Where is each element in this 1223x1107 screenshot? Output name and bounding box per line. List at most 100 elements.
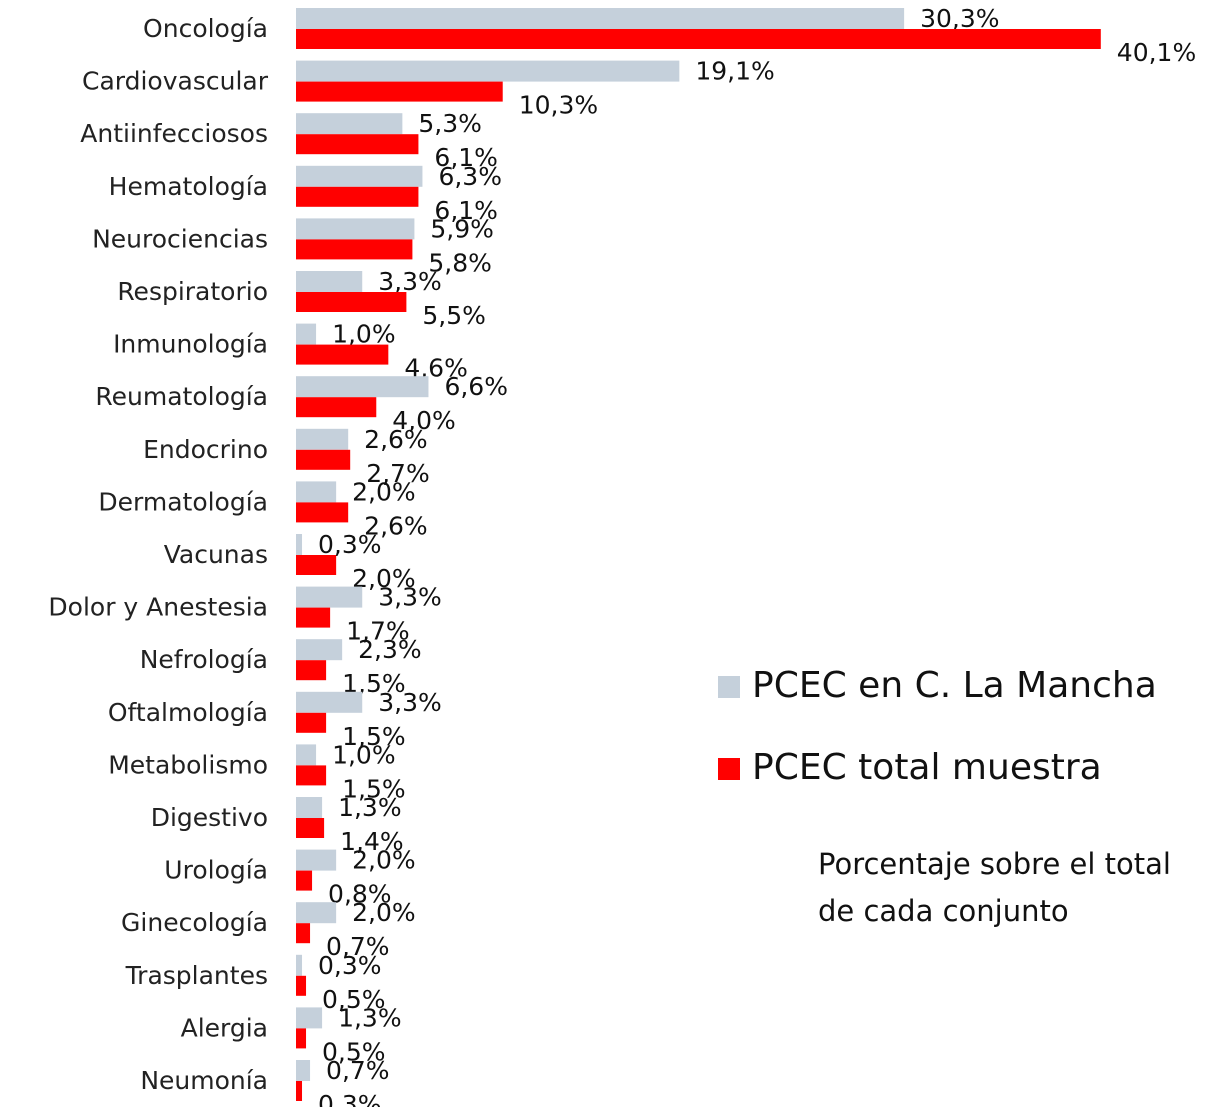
legend-label: PCEC total muestra [752, 747, 1102, 788]
value-label: 1,4% [340, 827, 404, 856]
bar [296, 134, 419, 155]
category-label: Dermatología [98, 487, 268, 516]
bar [296, 344, 389, 365]
bar [296, 870, 313, 891]
bar [296, 1028, 307, 1049]
category-label: Respiratorio [117, 277, 268, 306]
value-label: 30,3% [920, 4, 999, 33]
value-label: 0,5% [322, 1037, 386, 1066]
value-label: 4,0% [392, 406, 456, 435]
bar [296, 975, 307, 996]
value-label: 19,1% [695, 57, 774, 86]
bar [296, 1060, 311, 1081]
bar [296, 586, 363, 608]
value-label: 5,8% [428, 248, 492, 277]
bar [296, 397, 377, 418]
category-label: Reumatología [95, 382, 268, 411]
bar [296, 481, 337, 503]
bar [296, 534, 303, 555]
bar [296, 1007, 323, 1029]
category-label: Urología [164, 856, 268, 885]
bar [296, 239, 413, 260]
value-label: 0,3% [318, 951, 382, 980]
category-label: Oftalmología [108, 698, 268, 727]
bar [296, 1081, 303, 1101]
category-label: Dolor y Anestesia [48, 593, 268, 622]
bar [296, 660, 327, 681]
bar [296, 323, 317, 345]
bar [296, 555, 337, 575]
category-label: Ginecología [121, 908, 268, 937]
value-label: 1,5% [342, 722, 406, 751]
bar [296, 712, 327, 733]
category-label: Cardiovascular [82, 67, 269, 96]
value-label: 10,3% [519, 91, 598, 120]
value-label: 1,5% [342, 774, 406, 803]
value-label: 6,1% [434, 143, 498, 172]
value-label: 6,6% [444, 372, 508, 401]
category-label: Vacunas [164, 540, 268, 569]
value-label: 2,0% [352, 477, 416, 506]
value-label: 0,7% [326, 1056, 390, 1085]
category-label: Inmunología [113, 330, 268, 359]
category-label: Neurociencias [92, 224, 268, 253]
value-label: 5,5% [422, 301, 486, 330]
bar [296, 218, 415, 240]
bar [296, 29, 1101, 49]
bar [296, 902, 337, 924]
value-label: 3,3% [378, 267, 442, 296]
value-label: 5,3% [418, 109, 482, 138]
bar [296, 81, 503, 102]
value-label: 1,3% [338, 793, 402, 822]
category-label: Hematología [109, 172, 268, 201]
bar [296, 449, 351, 470]
category-label: Alergia [181, 1013, 268, 1042]
category-label: Metabolismo [108, 750, 268, 779]
bar [296, 954, 303, 976]
value-label: 2,0% [352, 564, 416, 593]
annotation: Porcentaje sobre el total [818, 847, 1171, 881]
value-label: 2,0% [352, 898, 416, 927]
value-label: 0,8% [328, 880, 392, 909]
bar [296, 849, 337, 871]
value-label: 3,3% [378, 583, 442, 612]
bar [296, 8, 905, 29]
bar [296, 797, 323, 818]
bar [296, 292, 407, 312]
category-label: Oncología [143, 14, 268, 43]
bar [296, 607, 331, 628]
value-label: 0,7% [326, 932, 390, 961]
bar [296, 165, 423, 187]
legend-swatch [718, 758, 740, 780]
value-label: 2,6% [364, 425, 428, 454]
value-label: 0,3% [318, 1090, 382, 1107]
category-label: Trasplantes [125, 961, 268, 990]
bar [296, 428, 349, 450]
category-label: Endocrino [143, 435, 268, 464]
category-label: Nefrología [140, 645, 268, 674]
bar [296, 923, 311, 944]
bar [296, 60, 680, 82]
value-label: 1,0% [332, 320, 396, 349]
value-label: 2,6% [364, 511, 428, 540]
value-label: 5,9% [430, 214, 494, 243]
bar [296, 186, 419, 207]
value-label: 2,7% [366, 459, 430, 488]
bar [296, 744, 317, 766]
value-label: 6,3% [438, 162, 502, 191]
bar [296, 691, 363, 713]
bar [296, 818, 325, 838]
legend-label: PCEC en C. La Mancha [752, 665, 1157, 706]
category-label: Digestivo [151, 803, 268, 832]
value-label: 3,3% [378, 688, 442, 717]
value-label: 2,0% [352, 846, 416, 875]
bar [296, 502, 349, 523]
value-label: 1,7% [346, 617, 410, 646]
value-label: 40,1% [1117, 38, 1196, 67]
bar [296, 376, 429, 398]
bar [296, 271, 363, 292]
value-label: 1,3% [338, 1003, 402, 1032]
bar [296, 113, 403, 135]
